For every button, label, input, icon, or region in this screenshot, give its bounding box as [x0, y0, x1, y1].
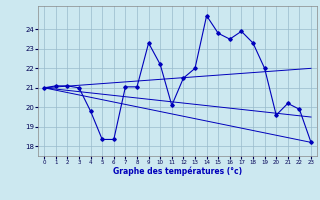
- X-axis label: Graphe des températures (°c): Graphe des températures (°c): [113, 167, 242, 176]
